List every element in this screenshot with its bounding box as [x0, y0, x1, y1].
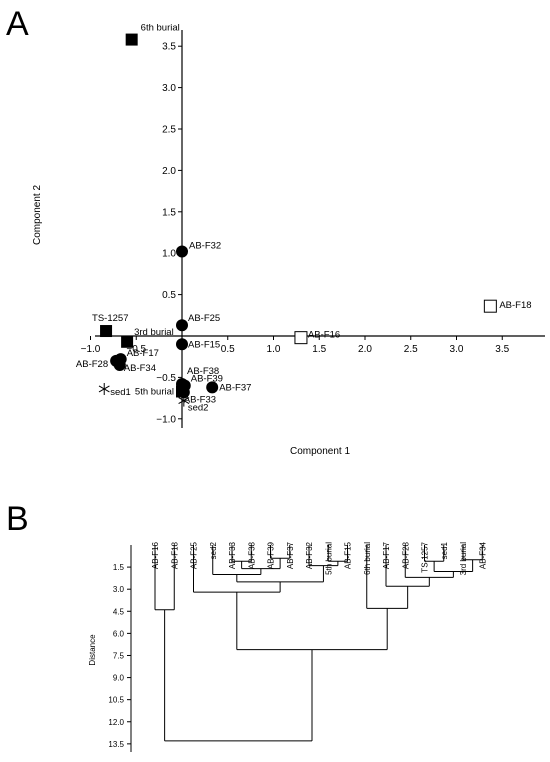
point-sed1: [98, 382, 110, 395]
asterisk-stroke: [98, 385, 110, 393]
y-tick-label: 0.5: [162, 290, 176, 301]
point-label-sed1: sed1: [110, 387, 131, 398]
point-ab-f25: [176, 319, 188, 332]
point-label-ab-f37: AB-F37: [219, 382, 251, 393]
point-ts-1257: [100, 325, 113, 338]
point-label-ab-f33: AB-F33: [184, 394, 216, 405]
point-label-sed2: sed2: [188, 403, 209, 414]
point-3rd-burial: [121, 335, 134, 348]
y-axis-title: Component 2: [32, 185, 43, 245]
distance-tick-label: 3.0: [113, 585, 125, 594]
point-ab-f15: [176, 338, 188, 351]
point-label-ab-f25: AB-F25: [188, 313, 220, 324]
point-label-ab-f38: AB-F38: [187, 366, 219, 377]
point-ab-f16: [294, 331, 308, 345]
distance-tick-label: 6.0: [113, 629, 125, 638]
distance-tick-label: 12.0: [108, 718, 124, 727]
point-label-3rd-burial: 3rd burial: [134, 327, 174, 338]
y-tick-label: 2.5: [162, 125, 176, 136]
point-ab-f37: [206, 381, 219, 394]
point-label-6th-burial: 6th burial: [141, 23, 180, 34]
x-tick-label: 3.0: [450, 344, 464, 355]
x-tick-label: 2.0: [358, 344, 372, 355]
y-tick-label: −1.0: [156, 414, 176, 425]
point-ab-f32: [176, 245, 188, 258]
point-ab-f33: [177, 386, 190, 399]
panel-label-a: A: [6, 5, 29, 43]
distance-tick-label: 13.5: [108, 740, 124, 749]
x-tick-label: 1.0: [267, 344, 281, 355]
y-tick-label: −0.5: [156, 373, 176, 384]
cluster-link-c15: [236, 592, 388, 651]
point-label-ab-f17: AB-F17: [127, 348, 159, 359]
point-label-ab-f28: AB-F28: [76, 359, 108, 370]
y-tick-label: 3.0: [162, 83, 176, 94]
point-label-ab-f39: AB-F39: [191, 374, 223, 385]
point-sed2: [178, 394, 190, 407]
point-label-ab-f34: AB-F34: [124, 363, 156, 374]
point-label-ab-f18: AB-F18: [499, 300, 531, 311]
x-tick-label: 2.5: [404, 344, 418, 355]
panel-label-b: B: [6, 500, 29, 538]
point-label-5th-burial: 5th burial: [135, 386, 174, 397]
cluster-link-c16: [164, 609, 313, 742]
x-tick-label: 0.5: [221, 344, 235, 355]
scatter-plot: Component 1 Component 2 −1.0 −0.5 0.5 1.0 1.…: [32, 23, 545, 457]
distance-axis-title: Distance: [88, 634, 97, 666]
y-tick-label: 1.5: [162, 207, 176, 218]
point-6th-burial: [125, 33, 138, 46]
point-label-ts-1257: TS-1257: [92, 313, 128, 324]
point-label-ab-f16: AB-F16: [308, 330, 340, 341]
x-axis-title: Component 1: [290, 446, 350, 457]
dendrogram: Distance 1.53.04.56.07.59.010.512.013.5A…: [88, 541, 487, 752]
x-tick-label: 1.5: [312, 344, 326, 355]
y-tick-label: 1.0: [162, 249, 176, 260]
point-label-ab-f15: AB-F15: [188, 339, 220, 350]
x-tick-label: 3.5: [495, 344, 509, 355]
distance-tick-label: 7.5: [113, 651, 125, 660]
point-label-ab-f32: AB-F32: [189, 241, 221, 252]
distance-tick-label: 4.5: [113, 607, 125, 616]
point-ab-f18: [483, 299, 497, 313]
y-tick-label: 2.0: [162, 166, 176, 177]
x-tick-label: −0.5: [126, 344, 146, 355]
distance-tick-label: 9.0: [113, 674, 125, 683]
distance-tick-label: 10.5: [108, 696, 124, 705]
distance-tick-label: 1.5: [113, 563, 125, 572]
y-tick-label: 3.5: [162, 42, 176, 53]
asterisk-stroke: [178, 397, 190, 405]
x-tick-label: −1.0: [81, 344, 101, 355]
point-ab-f34: [113, 358, 126, 371]
